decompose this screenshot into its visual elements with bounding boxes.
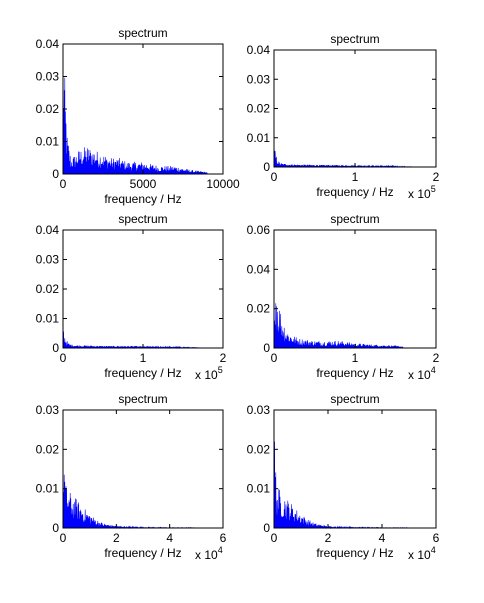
x-tick-label: 0 (271, 170, 278, 184)
y-tick-label: 0.01 (36, 312, 60, 326)
y-tick-label: 0.01 (247, 482, 271, 496)
y-tick-label: 0.02 (247, 302, 271, 316)
y-tick-label: 0.01 (36, 135, 60, 149)
y-tick-label: 0.06 (247, 223, 271, 237)
y-tick-label: 0.01 (247, 131, 271, 145)
axes-border (62, 409, 224, 529)
x-tick-label: 2 (433, 351, 440, 365)
y-tick-label: 0.02 (247, 442, 271, 456)
x-axis-multiplier: x 104 (195, 545, 223, 562)
x-tick-label: 2 (433, 170, 440, 184)
x-tick-label: 2 (325, 531, 332, 545)
spectrum-panel: 0 0.01 0.02 0.03 0 2 4 6 spectrum frequency / Hz x… (36, 392, 227, 562)
x-axis-label: frequency / Hz (104, 546, 181, 560)
y-tick-label: 0 (263, 341, 270, 355)
chart-title: spectrum (118, 392, 167, 406)
axes-frame (62, 229, 224, 349)
spectrum-panel: 0 0.01 0.02 0.03 0 2 4 6 spectrum frequency / Hz x… (247, 392, 440, 562)
x-tick-label: 6 (220, 531, 227, 545)
spectrum-panel: 0 0.01 0.02 0.03 0.04 0 5000 10000 spectrum frequ… (36, 26, 240, 206)
axes-frame (273, 229, 437, 349)
axes-border (273, 409, 437, 529)
chart-title: spectrum (330, 212, 379, 226)
x-axis-multiplier: x 105 (195, 365, 223, 382)
x-axis-multiplier: x 104 (408, 365, 436, 382)
spectrum-panel: 0 0.01 0.02 0.03 0.04 0 1 2 spectrum frequency / … (247, 32, 440, 201)
y-tick-label: 0.02 (247, 102, 271, 116)
x-tick-label: 4 (379, 531, 386, 545)
y-tick-label: 0.02 (36, 282, 60, 296)
chart-title: spectrum (118, 212, 167, 226)
x-tick-label: 5000 (130, 177, 157, 191)
x-tick-label: 0 (60, 351, 67, 365)
y-tick-label: 0.03 (247, 403, 271, 417)
spectrum-series (62, 60, 208, 175)
y-tick-label: 0 (263, 160, 270, 174)
x-axis-multiplier: x 104 (408, 545, 436, 562)
axes-frame (62, 409, 224, 529)
y-tick-label: 0.02 (36, 442, 60, 456)
x-axis-label: frequency / Hz (316, 546, 393, 560)
x-tick-label: 0 (60, 531, 67, 545)
x-tick-label: 10000 (206, 177, 240, 191)
x-tick-label: 2 (220, 351, 227, 365)
y-tick-label: 0.04 (247, 262, 271, 276)
x-tick-label: 0 (60, 177, 67, 191)
x-axis-label: frequency / Hz (104, 192, 181, 206)
x-axis-label: frequency / Hz (104, 366, 181, 380)
y-tick-label: 0 (52, 521, 59, 535)
spectrum-panel: 0 0.01 0.02 0.03 0.04 0 1 2 spectrum frequency / … (36, 212, 227, 382)
chart-title: spectrum (330, 32, 379, 46)
y-tick-label: 0 (52, 167, 59, 181)
x-tick-label: 6 (433, 531, 440, 545)
chart-title: spectrum (330, 392, 379, 406)
y-tick-label: 0.03 (36, 70, 60, 84)
y-tick-label: 0.04 (36, 37, 60, 51)
y-tick-label: 0 (263, 521, 270, 535)
x-tick-label: 1 (352, 351, 359, 365)
x-axis-multiplier: x 105 (408, 184, 436, 201)
y-tick-label: 0.02 (36, 102, 60, 116)
axes-frame (62, 43, 224, 175)
y-tick-label: 0 (52, 341, 59, 355)
y-tick-label: 0.03 (247, 72, 271, 86)
x-tick-label: 1 (140, 351, 147, 365)
x-tick-label: 0 (271, 351, 278, 365)
y-tick-label: 0.01 (36, 482, 60, 496)
chart-title: spectrum (118, 26, 167, 40)
x-axis-label: frequency / Hz (316, 366, 393, 380)
x-tick-label: 1 (352, 170, 359, 184)
y-tick-label: 0.03 (36, 403, 60, 417)
y-tick-label: 0.03 (36, 253, 60, 267)
x-tick-label: 0 (271, 531, 278, 545)
y-tick-label: 0.04 (247, 43, 271, 57)
x-tick-label: 4 (166, 531, 173, 545)
spectrum-series (273, 248, 405, 349)
x-tick-label: 2 (113, 531, 120, 545)
y-tick-label: 0.04 (36, 223, 60, 237)
spectrum-panel: 0 0.02 0.04 0.06 0 1 2 spectrum frequency / Hz x … (247, 212, 440, 382)
x-axis-label: frequency / Hz (316, 185, 393, 199)
axes-frame (273, 409, 437, 529)
axes-frame (273, 49, 437, 168)
